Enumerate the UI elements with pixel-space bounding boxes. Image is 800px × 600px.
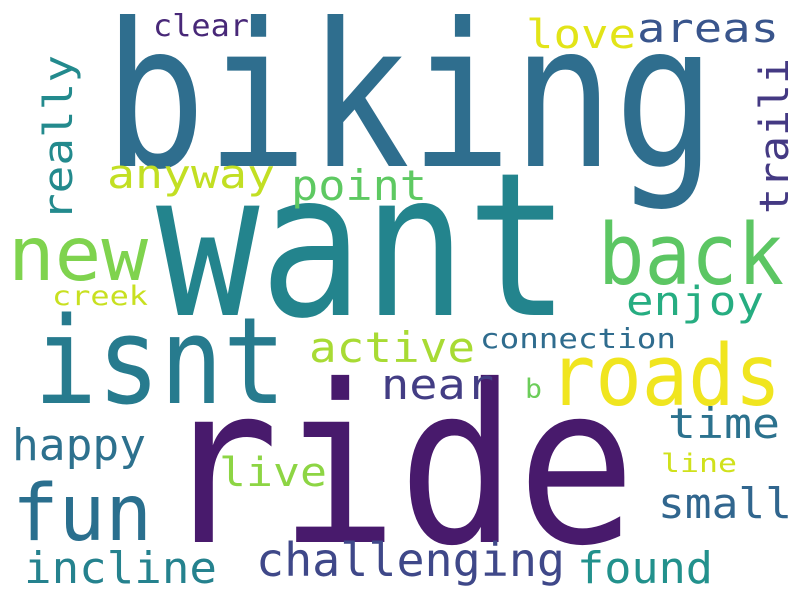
word-challenging: challenging bbox=[256, 533, 565, 587]
word-really: really bbox=[36, 55, 82, 221]
word-areas: areas bbox=[637, 6, 779, 52]
word-line: line bbox=[661, 449, 737, 479]
word-active: active bbox=[309, 323, 475, 372]
word-happy: happy bbox=[12, 420, 146, 471]
word-anyway: anyway bbox=[107, 152, 275, 198]
word-b: b bbox=[525, 374, 542, 405]
word-roads: roads bbox=[549, 327, 781, 426]
word-creek: creek bbox=[52, 281, 148, 312]
word-fun: fun bbox=[12, 469, 152, 559]
word-enjoy: enjoy bbox=[626, 279, 764, 325]
word-want: want bbox=[156, 130, 570, 363]
word-clear: clear bbox=[153, 9, 249, 44]
word-new: new bbox=[8, 210, 149, 298]
word-connection: connection bbox=[480, 322, 676, 355]
word-time: time bbox=[668, 399, 780, 448]
word-ride: ride bbox=[160, 338, 636, 594]
word-live: live bbox=[219, 450, 327, 496]
word-found: found bbox=[577, 543, 713, 594]
word-traili: traili bbox=[752, 58, 798, 214]
word-isnt: isnt bbox=[34, 293, 286, 432]
word-point: point bbox=[291, 161, 427, 210]
word-back: back bbox=[598, 206, 784, 305]
word-small: small bbox=[658, 479, 792, 528]
word-near: near bbox=[381, 360, 494, 409]
word-incline: incline bbox=[24, 543, 217, 594]
word-love: love bbox=[526, 12, 636, 58]
word-biking: biking bbox=[104, 0, 716, 214]
